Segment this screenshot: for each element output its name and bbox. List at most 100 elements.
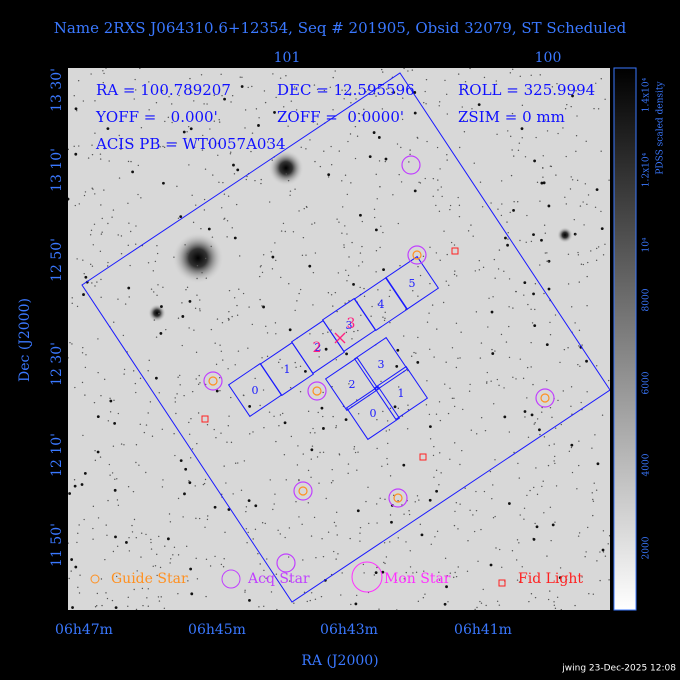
- star: [96, 592, 99, 595]
- star: [355, 98, 357, 100]
- star: [380, 225, 382, 227]
- star: [580, 401, 582, 404]
- star: [105, 592, 107, 594]
- star: [504, 236, 507, 240]
- star: [279, 358, 281, 361]
- star: [100, 578, 103, 580]
- star: [85, 354, 87, 356]
- star: [195, 557, 197, 560]
- star: [123, 444, 125, 446]
- star: [170, 558, 172, 560]
- star: [467, 540, 469, 542]
- star: [127, 286, 131, 290]
- star: [263, 90, 266, 92]
- star: [117, 412, 120, 415]
- star: [491, 352, 495, 355]
- star: [91, 265, 94, 267]
- star: [77, 532, 79, 535]
- star: [429, 348, 431, 350]
- star: [233, 297, 236, 299]
- star: [368, 155, 372, 159]
- star: [173, 432, 175, 435]
- star: [353, 448, 355, 450]
- star: [519, 239, 521, 242]
- star: [403, 335, 405, 337]
- star: [100, 233, 103, 235]
- star: [182, 130, 186, 134]
- star: [420, 533, 424, 537]
- star: [550, 539, 552, 542]
- star: [92, 527, 94, 530]
- star: [547, 259, 551, 263]
- star: [435, 252, 438, 254]
- star: [84, 275, 88, 279]
- star: [549, 333, 552, 336]
- star: [136, 570, 138, 572]
- star: [454, 571, 456, 574]
- star: [322, 391, 324, 394]
- star: [226, 220, 229, 222]
- star: [373, 208, 376, 210]
- star: [201, 272, 203, 274]
- star: [200, 74, 203, 76]
- star: [290, 435, 293, 438]
- star: [462, 119, 465, 122]
- star: [518, 142, 521, 144]
- chip-label: 3: [378, 358, 385, 371]
- star: [287, 179, 290, 182]
- star: [384, 311, 386, 314]
- star: [544, 119, 546, 121]
- star: [336, 310, 338, 313]
- star: [449, 572, 452, 574]
- star: [297, 445, 299, 447]
- star: [109, 474, 111, 476]
- star: [576, 115, 578, 117]
- star: [279, 533, 281, 535]
- star: [535, 467, 537, 469]
- star: [130, 142, 132, 144]
- star: [543, 436, 546, 438]
- star: [445, 585, 448, 589]
- star: [375, 271, 377, 273]
- star: [108, 160, 110, 162]
- star: [542, 176, 544, 178]
- star: [526, 494, 528, 497]
- legend-label: Mon Star: [384, 571, 451, 587]
- star: [389, 407, 392, 410]
- star: [341, 572, 343, 574]
- star: [600, 227, 604, 231]
- star: [436, 146, 439, 149]
- star: [103, 189, 105, 191]
- star: [438, 571, 440, 573]
- star: [419, 182, 422, 184]
- star: [564, 108, 567, 110]
- star: [489, 470, 492, 473]
- star: [408, 513, 411, 516]
- star: [233, 236, 237, 240]
- star: [348, 256, 350, 258]
- star: [413, 351, 415, 354]
- star: [322, 427, 325, 430]
- star: [523, 518, 525, 520]
- star: [541, 485, 543, 488]
- star: [71, 606, 74, 609]
- star: [534, 596, 537, 599]
- star: [223, 193, 226, 195]
- star: [595, 247, 598, 250]
- star: [492, 517, 495, 519]
- star: [208, 142, 210, 144]
- star: [176, 185, 178, 188]
- star: [582, 201, 584, 203]
- star: [123, 368, 126, 371]
- star: [93, 401, 96, 404]
- star: [498, 384, 500, 387]
- star: [508, 431, 511, 433]
- star: [416, 495, 419, 497]
- star: [260, 178, 262, 181]
- star: [294, 188, 296, 190]
- star: [439, 452, 441, 454]
- star: [403, 513, 405, 515]
- star: [506, 221, 508, 223]
- star: [135, 391, 137, 394]
- star: [112, 550, 115, 553]
